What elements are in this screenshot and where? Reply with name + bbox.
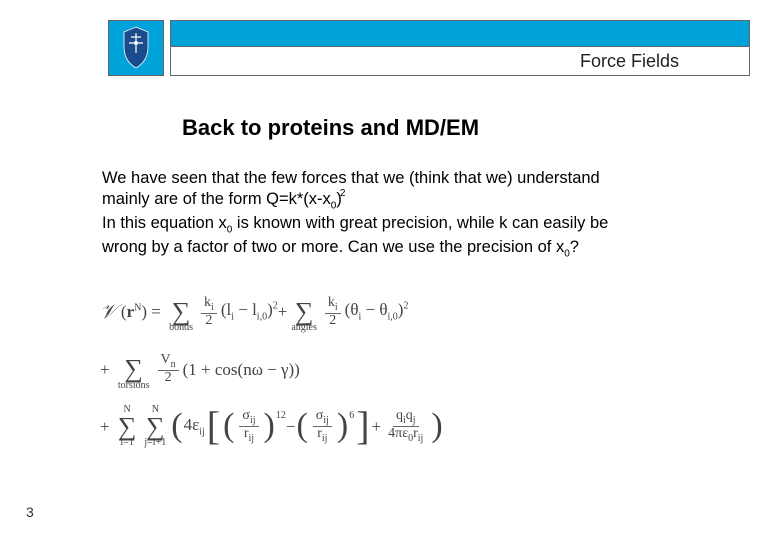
- body-line4b: ?: [570, 238, 579, 256]
- bonds-term: (li − li,0)2: [221, 301, 278, 322]
- plus-lead: +: [100, 418, 114, 435]
- paren-open-12: (: [223, 416, 234, 436]
- shield-icon: [118, 25, 154, 71]
- sum-angles: ∑angles: [291, 290, 317, 333]
- body-line1: We have seen that the few forces that we…: [102, 169, 600, 187]
- slide-header: Force Fields: [0, 0, 780, 78]
- minus: −: [286, 418, 296, 435]
- sum-bonds: ∑bonds: [169, 290, 193, 333]
- ki-over-2: ki 2: [201, 296, 217, 328]
- angles-term: (θi − θi,0)2: [345, 301, 409, 322]
- force-field-equation: 𝒱 (rN) = ∑bonds ki 2 (li − li,0)2 + ∑ang…: [100, 290, 620, 462]
- big-paren-close: ): [431, 416, 442, 436]
- superscript-2: 2: [340, 188, 346, 199]
- section-title: Back to proteins and MD/EM: [182, 115, 479, 141]
- body-line3b: is known with great precision, while k c…: [232, 214, 608, 232]
- paren-close-6: ): [337, 416, 348, 436]
- body-line2a: mainly are of the form Q=k*(x-x: [102, 190, 331, 208]
- body-paragraph: We have seen that the few forces that we…: [102, 168, 720, 261]
- potential-symbol: 𝒱: [100, 302, 117, 322]
- equation-row-2: + ∑torsions Vn 2 (1 + cos(nω − γ)): [100, 347, 620, 390]
- bracket-open: [: [207, 414, 220, 438]
- sigma-over-r-12: σij rij: [239, 409, 258, 444]
- equation-row-3: + N∑i=1 N∑j=i+1 ( 4εij [ ( σij rij )12 −…: [100, 405, 620, 448]
- plus-coulomb: +: [372, 418, 382, 435]
- vn-over-2: Vn 2: [158, 353, 179, 385]
- paren-close-12: ): [264, 416, 275, 436]
- plus: +: [278, 303, 288, 320]
- lhs-open: (rN) =: [117, 303, 165, 320]
- sigma-over-r-6: σij rij: [313, 409, 332, 444]
- equation-row-1: 𝒱 (rN) = ∑bonds ki 2 (li − li,0)2 + ∑ang…: [100, 290, 620, 333]
- torsion-term: (1 + cos(nω − γ)): [183, 361, 300, 378]
- page-number: 3: [26, 504, 34, 520]
- ki-over-2-angles: ki 2: [325, 296, 341, 328]
- subtitle-text: Force Fields: [580, 51, 679, 72]
- sum-j: N∑j=i+1: [144, 405, 166, 448]
- sum-torsions: ∑torsions: [118, 347, 150, 390]
- bracket-close: ]: [356, 414, 369, 438]
- sum-i: N∑i=1: [118, 405, 137, 448]
- coulomb-term: qiqj 4πε0rij: [385, 409, 426, 444]
- paren-open-6: (: [296, 416, 307, 436]
- plus-lead: +: [100, 361, 114, 378]
- subtitle-bar: Force Fields: [170, 46, 750, 76]
- body-line4a: wrong by a factor of two or more. Can we…: [102, 238, 564, 256]
- four-eps: 4εij: [184, 416, 205, 437]
- body-line3a: In this equation x: [102, 214, 227, 232]
- big-paren-open: (: [171, 416, 182, 436]
- university-logo: [108, 20, 164, 76]
